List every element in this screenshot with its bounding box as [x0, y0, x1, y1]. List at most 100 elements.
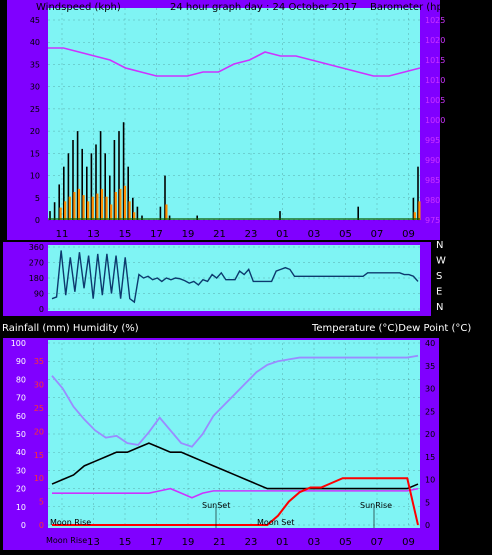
humidity-tick-label: 60	[16, 412, 26, 421]
dew-point-line	[52, 487, 419, 499]
moonset-label: Moon Set	[257, 518, 294, 527]
wind-direction-line	[51, 250, 419, 304]
temp-tick-label: 5	[425, 498, 430, 507]
wind-tick-label: 40	[30, 38, 40, 47]
temp-tick-label: 25	[425, 407, 435, 416]
baro-tick-label: 1020	[425, 36, 445, 45]
wind-x-tick: 15	[119, 229, 132, 240]
baro-tick-label: 990	[425, 156, 440, 165]
rain-tick-label: 5	[39, 498, 44, 507]
sunrise-label: SunRise	[360, 501, 392, 510]
temp-x-tick: 19	[182, 537, 195, 548]
dir-tick-label: 180	[29, 274, 44, 283]
wind-x-tick: 17	[150, 229, 163, 240]
temp-tick-label: 30	[425, 385, 435, 394]
baro-tick-label: 995	[425, 136, 440, 145]
wind-tick-label: 10	[30, 172, 40, 181]
temp-tick-label: 10	[425, 476, 435, 485]
rain-tick-label: 30	[34, 381, 44, 390]
sunset-label: SunSet	[202, 501, 230, 510]
temp-x-tick: 01	[276, 537, 289, 548]
rain-tick-label: 15	[34, 451, 44, 460]
humidity-tick-label: 40	[16, 448, 26, 457]
windspeed-axis-title: Windspeed (kph)	[36, 2, 121, 13]
wind-tick-label: 5	[35, 194, 40, 203]
baro-tick-label: 975	[425, 216, 440, 225]
rain-tick-label: 25	[34, 404, 44, 413]
direction-label: N	[436, 302, 443, 313]
wind-x-tick: 23	[245, 229, 258, 240]
barometer-axis-title: Barometer (hpa)	[370, 2, 453, 13]
dir-tick-label: 90	[34, 290, 44, 299]
wind-x-tick: 11	[56, 229, 69, 240]
rain-tick-label: 20	[34, 427, 44, 436]
humidity-tick-label: 20	[16, 485, 26, 494]
dir-tick-label: 360	[29, 243, 44, 252]
baro-tick-label: 1000	[425, 116, 445, 125]
wind-x-tick: 09	[402, 229, 415, 240]
wind-x-tick: 13	[87, 229, 100, 240]
direction-label: E	[436, 287, 442, 298]
rainfall-line	[52, 477, 419, 526]
wind-tick-label: 45	[30, 16, 40, 25]
temp-x-tick: 15	[119, 537, 132, 548]
barometer-line	[48, 47, 421, 77]
rain-tick-label: 0	[39, 521, 44, 530]
direction-label: N	[436, 240, 443, 251]
direction-label: S	[436, 271, 442, 282]
baro-tick-label: 980	[425, 196, 440, 205]
temp-dew-axis-title: Temperature (°C)Dew Point (°C)	[311, 323, 471, 334]
humidity-tick-label: 90	[16, 357, 26, 366]
wind-tick-label: 20	[30, 127, 40, 136]
wind-tick-label: 0	[35, 216, 40, 225]
temp-x-tick: 13	[87, 537, 100, 548]
humidity-line	[51, 354, 419, 448]
wind-tick-label: 35	[30, 60, 40, 69]
humidity-tick-label: 10	[16, 503, 26, 512]
temp-tick-label: 40	[425, 339, 435, 348]
direction-label: W	[436, 256, 446, 267]
temperature-line	[51, 442, 419, 490]
temp-tick-label: 15	[425, 453, 435, 462]
baro-tick-label: 1015	[425, 56, 445, 65]
wind-tick-label: 15	[30, 149, 40, 158]
moonrise-label-top: Moon Rise	[50, 518, 91, 527]
humidity-tick-label: 70	[16, 394, 26, 403]
humidity-tick-label: 80	[16, 375, 26, 384]
temp-x-tick: 07	[371, 537, 384, 548]
chart-title: 24 hour graph day : 24 October 2017	[170, 2, 357, 13]
rain-tick-label: 35	[34, 357, 44, 366]
baro-tick-label: 1025	[425, 16, 445, 25]
tick-labels: 0510152025303540459759809859909951000100…	[11, 16, 446, 548]
wind-x-tick: 21	[213, 229, 226, 240]
wind-x-tick: 05	[339, 229, 352, 240]
wind-x-tick: 01	[276, 229, 289, 240]
humidity-tick-label: 0	[21, 521, 26, 530]
wind-x-tick: 03	[308, 229, 321, 240]
humidity-tick-label: 100	[11, 339, 26, 348]
wind-plot-area	[48, 8, 420, 220]
data-series	[48, 47, 421, 526]
temp-x-tick: 05	[339, 537, 352, 548]
baro-tick-label: 1010	[425, 76, 445, 85]
wind-tick-label: 30	[30, 83, 40, 92]
temp-x-tick: 09	[402, 537, 415, 548]
moonrise-label-bottom: Moon Rise	[46, 536, 87, 545]
baro-tick-label: 1005	[425, 96, 445, 105]
dir-tick-label: 270	[29, 259, 44, 268]
temp-tick-label: 0	[425, 521, 430, 530]
rain-tick-label: 10	[34, 474, 44, 483]
temp-tick-label: 20	[425, 430, 435, 439]
humidity-tick-label: 50	[16, 430, 26, 439]
wind-tick-label: 25	[30, 105, 40, 114]
wind-x-tick: 07	[371, 229, 384, 240]
temp-x-tick: 03	[308, 537, 321, 548]
baro-tick-label: 985	[425, 176, 440, 185]
temp-x-tick: 23	[245, 537, 258, 548]
dir-tick-label: 0	[39, 305, 44, 314]
temp-tick-label: 35	[425, 362, 435, 371]
wind-x-tick: 19	[182, 229, 195, 240]
temp-x-tick: 17	[150, 537, 163, 548]
